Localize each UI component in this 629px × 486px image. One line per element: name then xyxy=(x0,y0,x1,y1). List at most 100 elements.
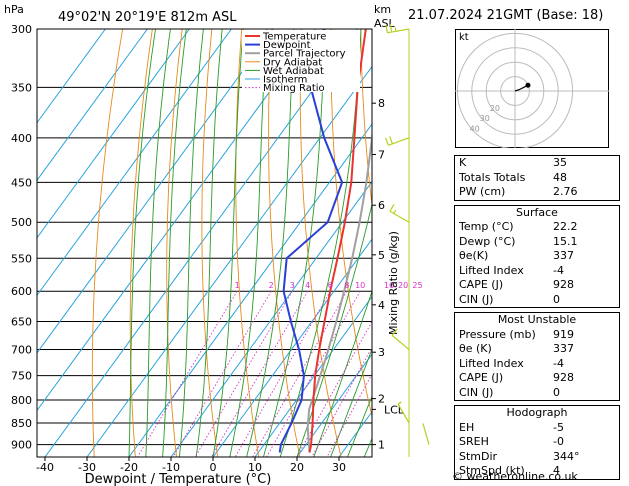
hodograph-table-title: Hodograph xyxy=(506,406,568,419)
hodograph-param-value: -5 xyxy=(553,420,564,434)
index-label: PW (cm) xyxy=(459,185,506,198)
most-unstable-label: Pressure (mb) xyxy=(459,327,536,341)
pressure-tick-label: 400 xyxy=(11,132,32,145)
hodograph-param-row: SREH -0 xyxy=(455,435,620,450)
dry-adiabat xyxy=(330,29,372,418)
skew-t-diagram: 1 2 3 4 6 8 10 16 20 2530035040045050055060065070… xyxy=(4,3,450,486)
isotherm xyxy=(128,123,372,457)
wind-barb xyxy=(391,328,410,350)
temperature-line xyxy=(308,29,367,453)
mixing-ratio-label: 2 xyxy=(269,281,274,290)
mixing-ratio-line xyxy=(172,290,272,457)
temperature-tick-label: -40 xyxy=(36,461,54,474)
legend-label: Mixing Ratio xyxy=(263,83,325,94)
index-label: K xyxy=(459,156,467,169)
hodograph-param-value: -0 xyxy=(553,435,564,448)
pressure-tick-label: 300 xyxy=(11,23,32,36)
height-unit-asl: ASL xyxy=(374,17,396,30)
parameter-panel: K 35 Totals Totals 48 PW (cm) 2.76 Surface Te… xyxy=(454,155,620,484)
pressure-tick-label: 350 xyxy=(11,81,32,94)
most-unstable-label: CIN (J) xyxy=(459,385,494,399)
wind-barb xyxy=(385,136,410,146)
legend-label: Isotherm xyxy=(263,75,307,86)
indices-table: K 35 Totals Totals 48 PW (cm) 2.76 xyxy=(454,155,620,201)
legend-label: Dry Adiabat xyxy=(263,57,322,68)
mixing-ratio-label: 16 xyxy=(384,281,394,290)
index-row: PW (cm) 2.76 xyxy=(455,185,620,200)
hodograph-param-label: StmSpd (kt) xyxy=(459,464,525,477)
mixing-ratio-label: 1 xyxy=(235,281,240,290)
most-unstable-label: CAPE (J) xyxy=(459,371,504,384)
surface-row: Temp (°C) 22.2 xyxy=(455,220,620,235)
wet-adiabat xyxy=(279,29,362,457)
surface-label: Temp (°C) xyxy=(459,220,514,233)
index-row: K 35 xyxy=(455,156,620,171)
mixing-ratio-label: 4 xyxy=(305,281,310,290)
mixing-ratio-line xyxy=(211,290,309,457)
surface-row: θe(K) 337 xyxy=(455,249,620,264)
hodograph-param-row: StmDir 344° xyxy=(455,450,620,465)
mixing-ratio-label: 6 xyxy=(328,281,333,290)
wet-adiabat xyxy=(162,29,187,457)
wet-adiabat xyxy=(128,29,156,457)
mixing-ratio-line xyxy=(252,290,348,457)
mixing-ratio-line xyxy=(266,290,361,457)
surface-label: θe(K) xyxy=(459,249,489,262)
dry-adiabat xyxy=(201,29,219,457)
surface-label: CAPE (J) xyxy=(459,278,504,291)
mixing-ratio-line xyxy=(311,346,372,457)
wet-adiabat xyxy=(229,29,268,457)
legend-label: Dewpoint xyxy=(263,40,311,51)
hodograph-param-value: 4 xyxy=(553,464,560,477)
location-title: 49°02'N 20°19'E 812m ASL xyxy=(58,10,237,25)
hodograph-param-label: EH xyxy=(459,420,475,434)
dry-adiabat xyxy=(420,29,450,457)
mixing-ratio-line xyxy=(296,320,372,457)
wet-adiabat xyxy=(313,289,372,457)
surface-table: Surface Temp (°C) 22.2 Dewp (°C) 15.1 θe(K) 3… xyxy=(454,204,620,308)
isotherm xyxy=(212,238,372,457)
dry-adiabat xyxy=(299,29,342,457)
storm-motion-marker xyxy=(525,82,531,88)
isotherm xyxy=(423,29,450,457)
index-label: Totals Totals xyxy=(459,170,526,184)
dewpoint-line xyxy=(278,29,344,453)
most-unstable-row: CIN (J) 0 xyxy=(455,386,620,401)
pressure-tick-label: 800 xyxy=(11,394,32,407)
dry-adiabat xyxy=(129,29,153,457)
wet-adiabat xyxy=(330,347,372,457)
most-unstable-title: Most Unstable xyxy=(497,313,577,326)
mixing-ratio-label: 10 xyxy=(355,281,365,290)
legend-background xyxy=(242,30,360,92)
pressure-unit-label: hPa xyxy=(4,3,24,16)
temperature-tick-label: 0 xyxy=(210,461,217,474)
isotherm xyxy=(37,29,148,182)
wet-adiabat xyxy=(346,395,372,457)
most-unstable-table: Most Unstable Pressure (mb) 919 θe (K) 337 L… xyxy=(454,312,620,401)
surface-value: 928 xyxy=(553,278,574,291)
hodograph-param-label: SREH xyxy=(459,435,489,448)
surface-title: Surface xyxy=(516,205,558,219)
most-unstable-value: -4 xyxy=(553,356,564,370)
pressure-tick-label: 650 xyxy=(11,315,32,328)
surface-row: Lifted Index -4 xyxy=(455,264,620,279)
hodograph-ring-label: 20 xyxy=(490,104,500,113)
surface-value: 337 xyxy=(553,249,574,262)
isotherm xyxy=(37,29,274,354)
index-value: 48 xyxy=(553,170,567,184)
plot-frame xyxy=(36,28,373,458)
hodograph-param-label: StmDir xyxy=(459,449,498,463)
index-value: 2.76 xyxy=(553,185,578,198)
legend-label: Parcel Trajectory xyxy=(263,49,346,60)
wet-adiabat xyxy=(195,29,223,457)
parcel-trajectory-line xyxy=(306,123,372,453)
hodograph-table: Hodograph EH -5 SREH -0 StmDir 344° StmSpd (kt… xyxy=(454,405,620,480)
hodograph-unit-label: kt xyxy=(459,32,469,43)
hodograph-ring-label: 40 xyxy=(470,124,480,133)
temperature-tick-label: -10 xyxy=(162,461,180,474)
hodograph-frame xyxy=(455,29,609,148)
mixing-ratio-label: 3 xyxy=(290,281,295,290)
wet-adiabat xyxy=(212,29,244,457)
temperature-tick-label: 10 xyxy=(248,461,262,474)
